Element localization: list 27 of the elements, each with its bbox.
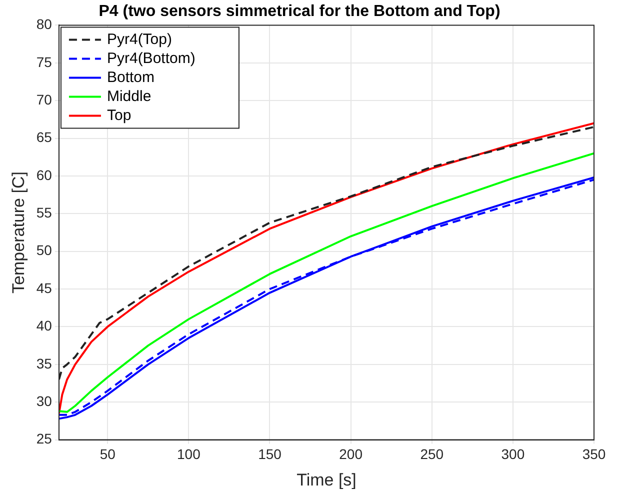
x-tick-label: 50 <box>100 446 116 462</box>
x-tick-label: 150 <box>258 446 282 462</box>
chart-title: P4 (two sensors simmetrical for the Bottom and Top) <box>98 3 500 20</box>
legend-label: Pyr4(Bottom) <box>106 50 196 67</box>
x-tick-label: 250 <box>420 446 444 462</box>
y-tick-label: 65 <box>36 129 52 146</box>
x-tick-label: 350 <box>582 446 606 462</box>
x-tick-label: 200 <box>339 446 363 462</box>
y-tick-label: 80 <box>36 16 52 32</box>
y-tick-label: 55 <box>36 204 52 221</box>
y-tick-label: 60 <box>36 166 52 183</box>
y-tick-label: 45 <box>36 280 52 296</box>
legend-label: Bottom <box>106 68 155 86</box>
y-tick-label: 75 <box>36 54 52 70</box>
y-tick-label: 35 <box>36 355 52 372</box>
legend-label: Pyr4(Top) <box>106 30 172 48</box>
y-tick-label: 30 <box>36 392 52 409</box>
legend-label: Middle <box>106 88 152 105</box>
y-tick-label: 70 <box>36 91 52 108</box>
x-tick-label: 300 <box>501 446 525 462</box>
x-axis-title: Time [s] <box>296 470 356 490</box>
legend-label: Top <box>106 106 132 124</box>
y-axis-title: Temperature [C] <box>8 172 28 294</box>
x-tick-label: 100 <box>176 446 201 462</box>
y-tick-label: 40 <box>36 318 52 334</box>
y-tick-label: 25 <box>36 430 52 447</box>
y-tick-label: 50 <box>36 242 52 258</box>
